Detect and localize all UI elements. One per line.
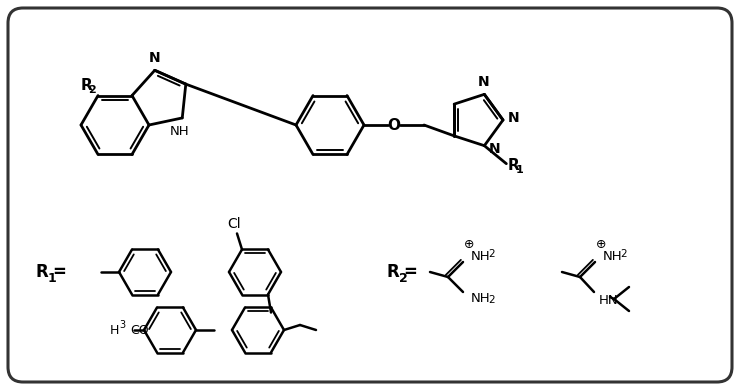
Text: HN: HN xyxy=(599,294,619,307)
Text: N: N xyxy=(508,111,519,125)
Text: NH: NH xyxy=(471,250,491,262)
Text: NH: NH xyxy=(603,250,622,262)
Text: R: R xyxy=(508,158,519,173)
Text: 1: 1 xyxy=(47,271,56,284)
Text: NH: NH xyxy=(169,125,189,138)
Text: 1: 1 xyxy=(516,165,523,175)
Text: =: = xyxy=(403,263,417,281)
Text: CO: CO xyxy=(130,323,149,337)
Text: ⊕: ⊕ xyxy=(596,239,606,252)
Text: R: R xyxy=(386,263,400,281)
Text: H: H xyxy=(110,323,118,337)
Text: Cl: Cl xyxy=(227,218,241,232)
Text: 3: 3 xyxy=(119,320,125,330)
Text: 2: 2 xyxy=(488,295,494,305)
Text: N: N xyxy=(488,142,500,156)
Text: =: = xyxy=(52,263,66,281)
Text: R: R xyxy=(36,263,48,281)
Text: 2: 2 xyxy=(88,85,96,94)
Text: NH: NH xyxy=(471,291,491,305)
Text: N: N xyxy=(477,75,489,89)
Text: 2: 2 xyxy=(488,249,494,259)
Text: N: N xyxy=(149,51,161,65)
Text: 2: 2 xyxy=(399,271,408,284)
Text: O: O xyxy=(388,117,400,133)
FancyBboxPatch shape xyxy=(8,8,732,382)
Text: ⊕: ⊕ xyxy=(464,239,474,252)
Text: R: R xyxy=(80,78,92,93)
Text: 2: 2 xyxy=(620,249,627,259)
